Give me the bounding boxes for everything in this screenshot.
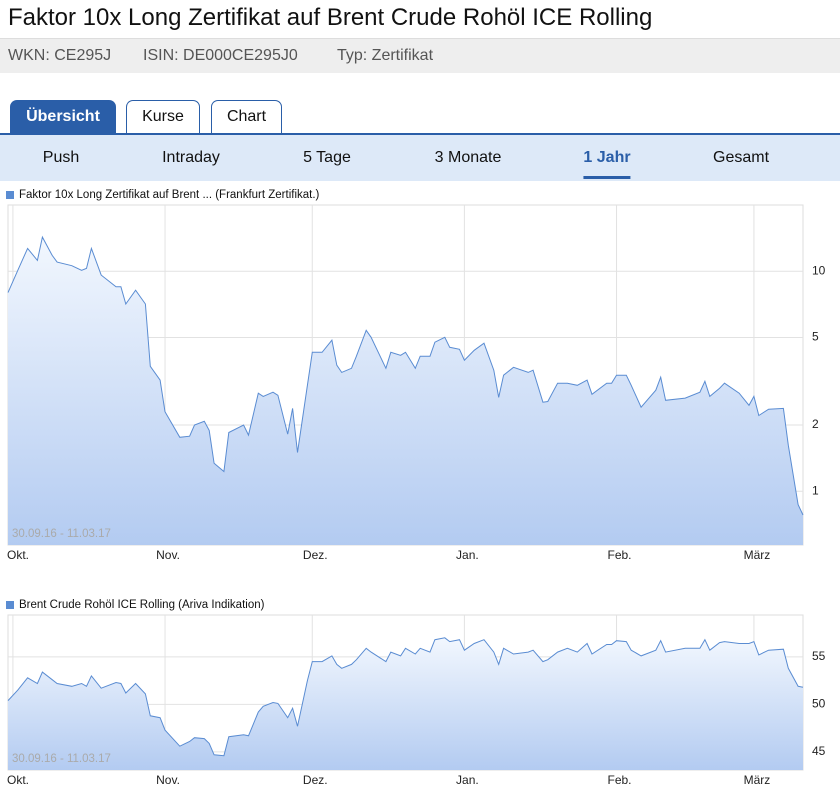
y-tick-label: 10: [812, 263, 826, 277]
period[interactable]: 1 Jahr: [583, 149, 631, 179]
y-tick-label: 55: [812, 649, 826, 663]
y-tick-label: 5: [812, 330, 819, 344]
x-tick-label: Jan.: [456, 548, 479, 562]
charts: Faktor 10x Long Zertifikat auf Brent ...…: [6, 189, 826, 787]
legend-label: Faktor 10x Long Zertifikat auf Brent ...…: [19, 189, 320, 201]
line: [7, 637, 804, 757]
x-tick-label: Nov.: [156, 548, 180, 562]
period[interactable]: Intraday: [162, 149, 220, 166]
x-tick-label: Feb.: [608, 773, 632, 787]
tab[interactable]: Übersicht: [10, 100, 116, 133]
line: [7, 235, 804, 516]
tab-bar: Übersicht Kurse Chart: [0, 100, 840, 134]
y-tick-label: 2: [812, 417, 819, 431]
page-title: Faktor 10x Long Zertifikat auf Brent Cru…: [8, 4, 653, 31]
isin: ISIN: DE000CE295J0: [143, 47, 298, 64]
x-tick-label: Nov.: [156, 773, 180, 787]
security-info: WKN: CE295J ISIN: DE000CE295J0 Typ: Zert…: [0, 38, 840, 73]
tab[interactable]: Kurse: [126, 100, 200, 133]
annotation: 30.09.16 - 11.03.17: [12, 528, 111, 540]
y-tick-label: 45: [812, 744, 826, 758]
annotation: 30.09.16 - 11.03.17: [12, 753, 111, 765]
legend-swatch: [6, 601, 14, 609]
area: [8, 237, 803, 545]
period[interactable]: 3 Monate: [434, 149, 502, 166]
legend-swatch: [6, 191, 14, 199]
period-bar: Push Intraday 5 Tage 3 Monate 1 Jahr Ges…: [0, 133, 840, 181]
x-tick-label: Dez.: [303, 548, 328, 562]
y-tick-label: 50: [812, 697, 826, 711]
x-tick-label: Jan.: [456, 773, 479, 787]
tab[interactable]: Chart: [211, 100, 282, 133]
x-tick-label: März: [744, 548, 771, 562]
x-tick-label: März: [744, 773, 771, 787]
y-tick-label: 1: [812, 483, 819, 497]
legend-label: Brent Crude Rohöl ICE Rolling (Ariva Ind…: [19, 599, 265, 611]
period[interactable]: 5 Tage: [303, 149, 351, 166]
x-tick-label: Feb.: [608, 548, 632, 562]
x-tick-label: Okt.: [7, 548, 29, 562]
type: Typ: Zertifikat: [337, 47, 434, 64]
area: [8, 637, 803, 770]
period[interactable]: Push: [42, 149, 80, 166]
wkn: WKN: CE295J: [8, 47, 112, 64]
period[interactable]: Gesamt: [712, 149, 770, 166]
x-tick-label: Dez.: [303, 773, 328, 787]
x-tick-label: Okt.: [7, 773, 29, 787]
